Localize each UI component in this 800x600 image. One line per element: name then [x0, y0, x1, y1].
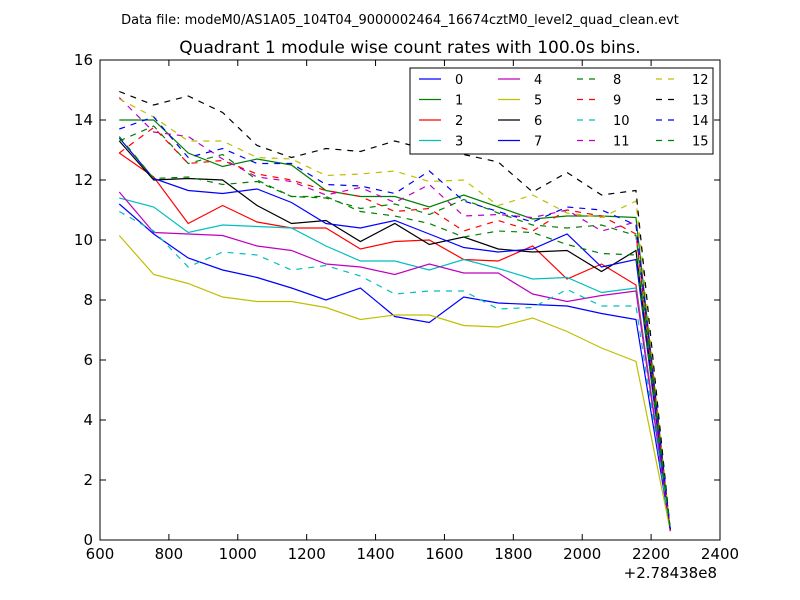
- y-tick-label: 16: [74, 51, 93, 69]
- series-line-13: [119, 90, 671, 532]
- legend-label-4: 4: [534, 73, 542, 88]
- legend-label-1: 1: [455, 94, 463, 109]
- x-tick-label: 600: [86, 545, 115, 563]
- y-tick-label: 12: [74, 171, 93, 189]
- chart-title: Quadrant 1 module wise count rates with …: [179, 38, 640, 58]
- series-line-7: [118, 137, 671, 532]
- chart-suptitle: Data file: modeM0/AS1A05_104T04_90000024…: [121, 13, 679, 28]
- x-tick-label: 1400: [356, 545, 394, 563]
- axes: 600 800 1000 1200 1400 1600 1800 2000 2200 2400 0 2…: [74, 51, 739, 563]
- x-tick-label: 2200: [632, 545, 670, 563]
- x-tick-label: 1800: [494, 545, 532, 563]
- y-tick-label: 4: [83, 411, 93, 429]
- series-line-4: [118, 191, 671, 532]
- legend-box: [409, 67, 714, 155]
- legend-label-13: 13: [692, 94, 709, 109]
- x-tick-label: 800: [155, 545, 184, 563]
- legend-label-3: 3: [455, 135, 463, 150]
- x-tick-label: 1600: [425, 545, 463, 563]
- y-tick-label: 8: [83, 291, 93, 309]
- legend-label-9: 9: [613, 94, 621, 109]
- y-tick-label: 0: [83, 531, 93, 549]
- legend-label-14: 14: [692, 114, 709, 129]
- legend-label-0: 0: [455, 73, 463, 88]
- series-line-14: [119, 116, 671, 532]
- x-tick-label: 1200: [288, 545, 326, 563]
- series-line-0: [118, 203, 671, 532]
- y-tick-label: 10: [74, 231, 93, 249]
- legend-label-7: 7: [534, 135, 542, 150]
- x-offset-label: +2.78438e8: [624, 564, 717, 582]
- y-tick-label: 6: [83, 351, 93, 369]
- series-line-9: [118, 126, 671, 532]
- y-tick-label: 2: [83, 471, 93, 489]
- legend-label-6: 6: [534, 114, 542, 129]
- legend-label-8: 8: [613, 73, 621, 88]
- x-tick-label: 2400: [701, 545, 739, 563]
- legend-label-2: 2: [455, 114, 463, 129]
- legend-label-11: 11: [613, 135, 630, 150]
- series-line-3: [119, 197, 671, 532]
- legend-label-5: 5: [534, 94, 542, 109]
- y-tick-label: 14: [74, 111, 93, 129]
- x-tick-label: 1000: [219, 545, 257, 563]
- x-tick-label: 2000: [563, 545, 601, 563]
- series-line-5: [118, 235, 671, 532]
- legend-label-10: 10: [613, 114, 630, 129]
- legend-label-15: 15: [692, 135, 709, 150]
- series-line-12: [119, 98, 671, 532]
- series-line-15: [118, 136, 671, 532]
- series-line-6: [118, 140, 671, 532]
- series-line-1: [119, 119, 671, 532]
- series-line-8: [119, 125, 671, 532]
- legend-label-12: 12: [692, 73, 709, 88]
- series-line-2: [118, 152, 671, 532]
